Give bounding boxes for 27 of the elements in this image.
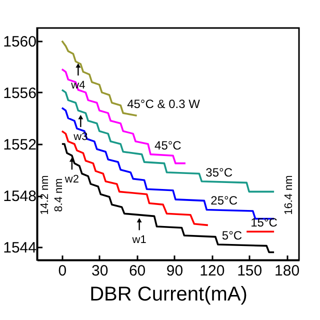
x-tick-label: 90	[166, 262, 184, 280]
x-tick-label: 150	[237, 262, 262, 280]
x-tick-label: 180	[274, 262, 300, 280]
y-tick-label: 1552	[3, 136, 36, 154]
x-tick-label: 30	[92, 262, 108, 280]
series-label: 5°C	[222, 228, 242, 243]
line-series	[61, 68, 186, 164]
y-tick-label: 1548	[3, 188, 36, 206]
annotation: w1	[131, 234, 146, 246]
annotation: 16.4 nm	[283, 175, 295, 215]
y-tick-label: 1544	[3, 240, 36, 257]
series-label: 45°C & 0.3 W	[127, 97, 201, 112]
x-tick-label: 0	[58, 262, 67, 280]
x-tick-label: 120	[200, 262, 225, 280]
series-label: 35°C	[206, 165, 233, 180]
line-series	[61, 143, 275, 254]
x-axis-title: DBR Current(mA)	[90, 284, 248, 306]
x-tick-label: 60	[128, 262, 146, 280]
line-series	[61, 88, 275, 193]
y-tick-label: 1556	[3, 84, 36, 102]
annotation: w2	[64, 174, 79, 186]
series-label: 25°C	[210, 194, 238, 208]
y-tick-label: 1560	[3, 33, 36, 50]
annotation: 14.2 nm	[39, 175, 51, 215]
series-label: 15°C	[250, 216, 278, 230]
annotation: 8.4 nm	[53, 178, 65, 212]
series-label: 45°C	[154, 138, 182, 152]
